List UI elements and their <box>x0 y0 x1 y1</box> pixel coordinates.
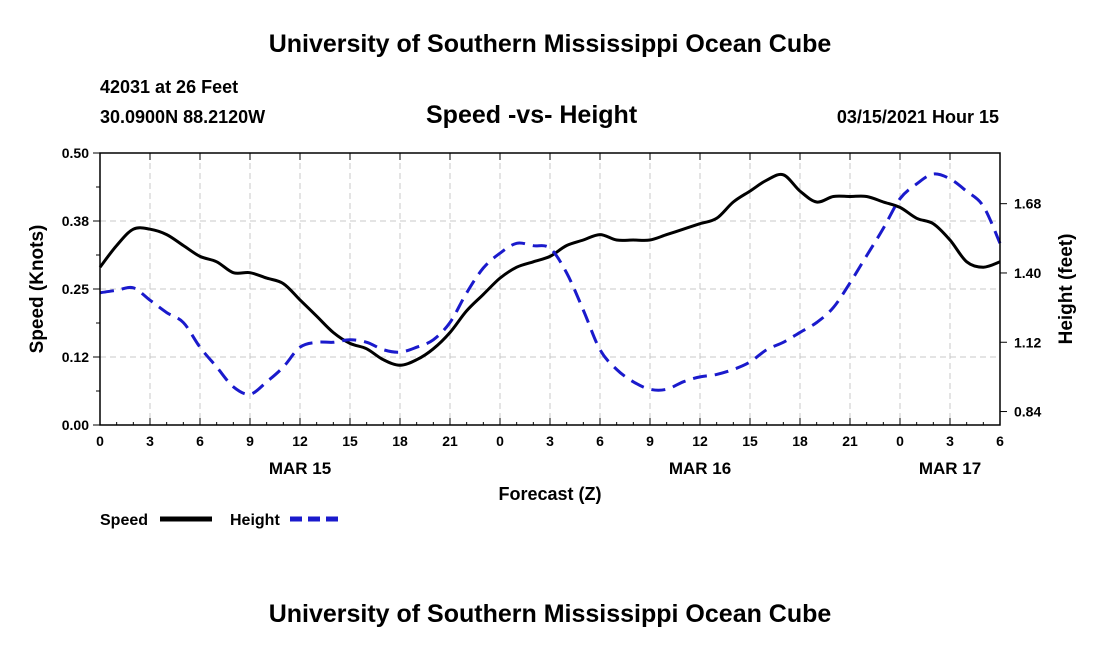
footer-title: University of Southern Mississippi Ocean… <box>268 600 832 628</box>
height-line <box>99 172 1002 396</box>
y2-tick-label: 0.84 <box>1014 404 1041 420</box>
x-tick-label: 3 <box>946 433 954 449</box>
grid-lines <box>100 153 1000 425</box>
location-label: 30.0900N 88.2120W <box>100 107 266 127</box>
x-tick-label: 0 <box>96 433 104 449</box>
x-tick-label: 21 <box>842 433 858 449</box>
series-group <box>98 172 1002 396</box>
date-label: MAR 16 <box>669 459 731 478</box>
date-label: MAR 15 <box>269 459 331 478</box>
y-tick-label: 0.38 <box>62 213 89 229</box>
legend-label-speed: Speed <box>100 512 148 529</box>
datetime-label: 03/15/2021 Hour 15 <box>836 107 999 127</box>
x-tick-label: 3 <box>146 433 154 449</box>
chart-title: Speed -vs- Height <box>426 101 638 129</box>
x-axis-title: Forecast (Z) <box>498 484 601 504</box>
y-tick-label: 0.50 <box>62 145 89 161</box>
x-tick-label: 6 <box>996 433 1004 449</box>
x-tick-label: 0 <box>496 433 504 449</box>
date-label: MAR 17 <box>919 459 981 478</box>
x-tick-label: 6 <box>196 433 204 449</box>
x-tick-label: 15 <box>342 433 358 449</box>
y-tick-label: 0.12 <box>62 349 89 365</box>
y-tick-label: 0.00 <box>62 417 89 433</box>
x-tick-label: 12 <box>692 433 708 449</box>
x-tick-label: 6 <box>596 433 604 449</box>
y-tick-label: 0.25 <box>62 281 89 297</box>
station-label: 42031 at 26 Feet <box>100 77 239 97</box>
x-tick-label: 12 <box>292 433 308 449</box>
x-tick-label: 0 <box>896 433 904 449</box>
legend: Speed Height <box>100 512 342 529</box>
x-tick-label: 3 <box>546 433 554 449</box>
legend-label-height: Height <box>230 512 280 529</box>
y2-tick-label: 1.68 <box>1014 196 1041 212</box>
y2-axis-title: Height (feet) <box>1056 234 1077 345</box>
x-tick-label: 9 <box>646 433 654 449</box>
x-tick-label: 15 <box>742 433 758 449</box>
axes-group: 0 3 6 9 12 15 18 21 0 3 6 9 12 15 18 21 0 3 6 0.00 0.12 0.25 0… <box>62 145 1042 478</box>
y-axis-title: Speed (Knots) <box>27 225 48 354</box>
x-tick-label: 21 <box>442 433 458 449</box>
x-tick-label: 9 <box>246 433 254 449</box>
y2-tick-label: 1.12 <box>1014 334 1041 350</box>
x-tick-label: 18 <box>792 433 808 449</box>
speed-line <box>98 172 1001 367</box>
y2-tick-label: 1.40 <box>1014 265 1041 281</box>
x-tick-label: 18 <box>392 433 408 449</box>
page-title: University of Southern Mississippi Ocean… <box>268 30 832 58</box>
